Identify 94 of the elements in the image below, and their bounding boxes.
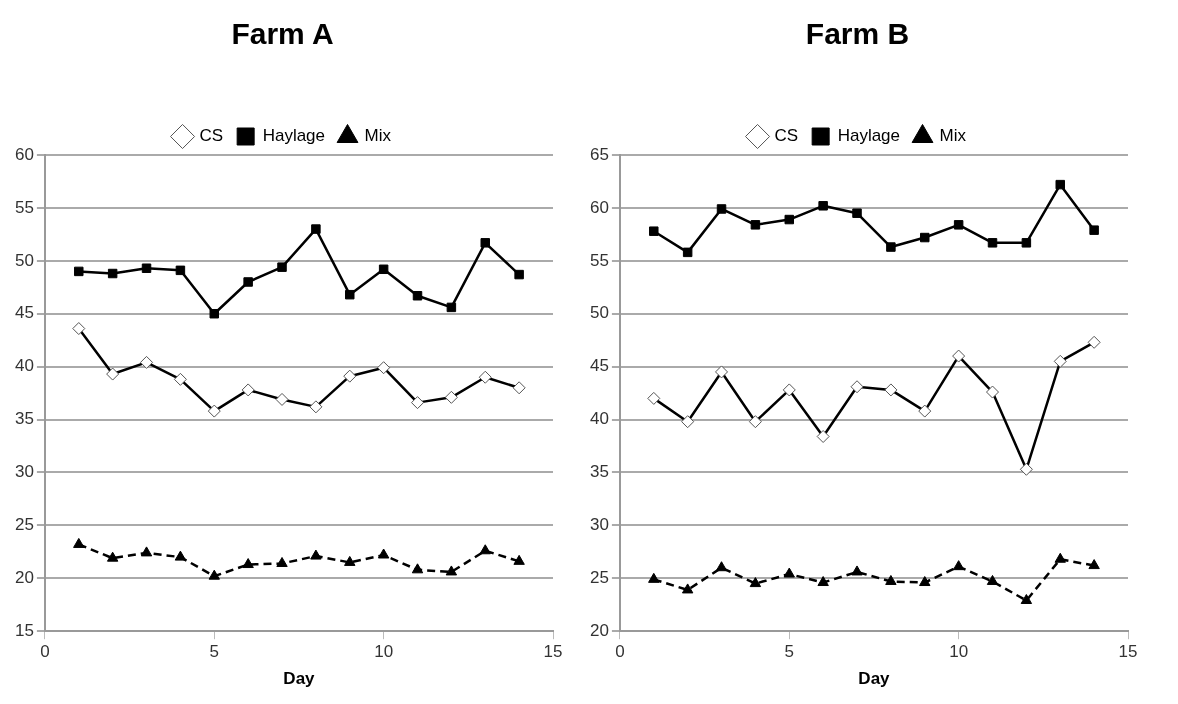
x-tick-label: 15 (1118, 642, 1138, 662)
point (885, 574, 897, 585)
point (682, 247, 693, 258)
point (750, 220, 761, 230)
point (1055, 179, 1065, 190)
point (106, 551, 119, 562)
y-tick-label: 20 (589, 620, 609, 640)
point (73, 537, 85, 548)
y-tick-label: 60 (589, 197, 609, 217)
legend-label: Haylage (262, 126, 326, 146)
point (209, 308, 220, 319)
point (1054, 552, 1066, 563)
x-axis-title: Day (283, 669, 316, 689)
y-tick-label: 15 (14, 620, 34, 640)
point (310, 549, 322, 560)
point (344, 555, 356, 566)
point (513, 554, 525, 565)
y-tick-label: 40 (14, 356, 34, 376)
y-tick-label: 30 (589, 515, 609, 535)
point (412, 291, 423, 301)
point (783, 567, 795, 578)
point (649, 226, 659, 236)
point (74, 266, 84, 277)
y-tick-label: 45 (589, 356, 609, 376)
y-tick-label: 40 (589, 409, 609, 429)
point (919, 576, 931, 587)
point (851, 565, 863, 576)
point (479, 544, 491, 555)
point (648, 572, 660, 583)
point (749, 577, 762, 588)
legend-label: CS (774, 126, 799, 146)
x-tick-label: 0 (615, 642, 625, 662)
y-tick-label: 25 (14, 515, 34, 535)
point (242, 558, 254, 569)
y-tick-label: 55 (589, 250, 609, 270)
legend-label: Haylage (837, 126, 901, 146)
point (311, 224, 321, 234)
y-tick-label: 25 (589, 567, 609, 587)
point (277, 262, 287, 272)
y-tick-label: 55 (14, 197, 34, 217)
point (445, 565, 458, 576)
legend-label: Mix (939, 126, 967, 146)
x-axis-title: Day (858, 669, 891, 689)
y-tick-label: 65 (589, 144, 609, 164)
point (446, 302, 457, 313)
point (920, 232, 930, 243)
point (514, 269, 524, 280)
point (681, 583, 694, 594)
point (208, 569, 220, 580)
point (817, 576, 829, 587)
point (715, 561, 728, 572)
point (1021, 238, 1032, 248)
point (480, 238, 490, 248)
point (986, 574, 999, 585)
point (1088, 559, 1100, 570)
x-tick-label: 10 (949, 642, 969, 662)
point (174, 550, 187, 561)
y-tick-label: 60 (14, 144, 34, 164)
point (175, 265, 186, 276)
point (345, 289, 355, 300)
point (378, 264, 389, 275)
legend-label: CS (199, 126, 224, 146)
y-tick-label: 35 (589, 462, 609, 482)
chart-title: Farm A (231, 17, 334, 51)
x-tick-label: 0 (40, 642, 50, 662)
y-tick-label: 45 (14, 303, 34, 323)
point (886, 242, 896, 252)
point (852, 208, 862, 218)
point (276, 556, 288, 567)
y-tick-label: 30 (14, 462, 34, 482)
x-tick-label: 15 (543, 642, 563, 662)
point (952, 560, 965, 571)
y-tick-label: 35 (14, 409, 34, 429)
y-tick-label: 50 (589, 303, 609, 323)
x-tick-label: 10 (374, 642, 394, 662)
point (987, 238, 998, 248)
x-tick-label: 5 (784, 642, 795, 662)
point (1020, 594, 1033, 605)
point (243, 277, 253, 287)
point (784, 214, 795, 225)
point (716, 204, 727, 214)
legend-label: Mix (364, 126, 392, 146)
x-tick-label: 5 (209, 642, 220, 662)
y-tick-label: 50 (14, 250, 34, 270)
point (141, 263, 152, 273)
point (140, 546, 153, 557)
point (411, 563, 424, 574)
point (818, 201, 828, 211)
point (953, 220, 964, 230)
y-tick-label: 20 (14, 567, 34, 587)
point (1089, 225, 1099, 235)
point (377, 548, 390, 559)
point (107, 268, 118, 279)
chart-title: Farm B (805, 17, 910, 51)
